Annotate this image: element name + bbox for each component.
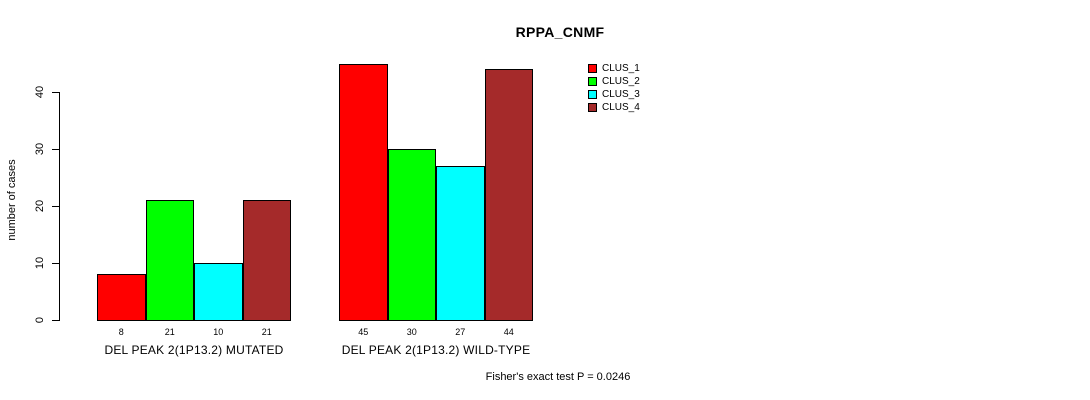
- legend-color-swatch: [588, 103, 597, 112]
- legend-item: CLUS_3: [588, 88, 640, 101]
- legend-label: CLUS_2: [602, 76, 640, 87]
- bar: [194, 263, 243, 321]
- chart-title: RPPA_CNMF: [515, 24, 605, 40]
- bar: [484, 69, 533, 321]
- y-tick-label: 40: [34, 85, 46, 99]
- bar-value-label: 30: [406, 327, 417, 337]
- y-tick-label: 20: [34, 199, 46, 213]
- x-group-label: DEL PEAK 2(1P13.2) MUTATED: [104, 343, 284, 357]
- bar: [97, 274, 146, 321]
- bar: [339, 63, 388, 321]
- y-tick-label: 0: [34, 316, 46, 324]
- y-tick-label: 30: [34, 142, 46, 156]
- x-group-label: DEL PEAK 2(1P13.2) WILD-TYPE: [341, 343, 531, 357]
- bar-value-label: 21: [261, 327, 272, 337]
- bar: [242, 200, 291, 321]
- legend-label: CLUS_4: [602, 102, 640, 113]
- legend-color-swatch: [588, 64, 597, 73]
- y-tick-mark: [51, 320, 59, 322]
- bar-value-label: 44: [503, 327, 514, 337]
- bar-value-label: 8: [118, 327, 124, 337]
- annotation-text: Fisher's exact test P = 0.0246: [485, 371, 631, 383]
- legend: CLUS_1 CLUS_2 CLUS_3 CLUS_4: [588, 62, 640, 114]
- legend-color-swatch: [588, 77, 597, 86]
- y-axis-title: number of cases: [6, 159, 18, 241]
- legend-item: CLUS_2: [588, 75, 640, 88]
- bar: [387, 149, 436, 321]
- bar-value-label: 10: [213, 327, 224, 337]
- legend-label: CLUS_1: [602, 63, 640, 74]
- y-tick-mark: [51, 149, 59, 151]
- y-tick-mark: [51, 206, 59, 208]
- y-tick-label: 10: [34, 256, 46, 270]
- legend-item: CLUS_4: [588, 101, 640, 114]
- legend-color-swatch: [588, 90, 597, 99]
- legend-label: CLUS_3: [602, 89, 640, 100]
- bar-value-label: 27: [455, 327, 466, 337]
- legend-item: CLUS_1: [588, 62, 640, 75]
- bar-value-label: 45: [358, 327, 369, 337]
- bar: [436, 166, 485, 321]
- y-tick-mark: [51, 92, 59, 94]
- y-tick-mark: [51, 263, 59, 265]
- y-axis-line: [58, 92, 60, 321]
- bar-value-label: 21: [164, 327, 175, 337]
- bar: [145, 200, 194, 321]
